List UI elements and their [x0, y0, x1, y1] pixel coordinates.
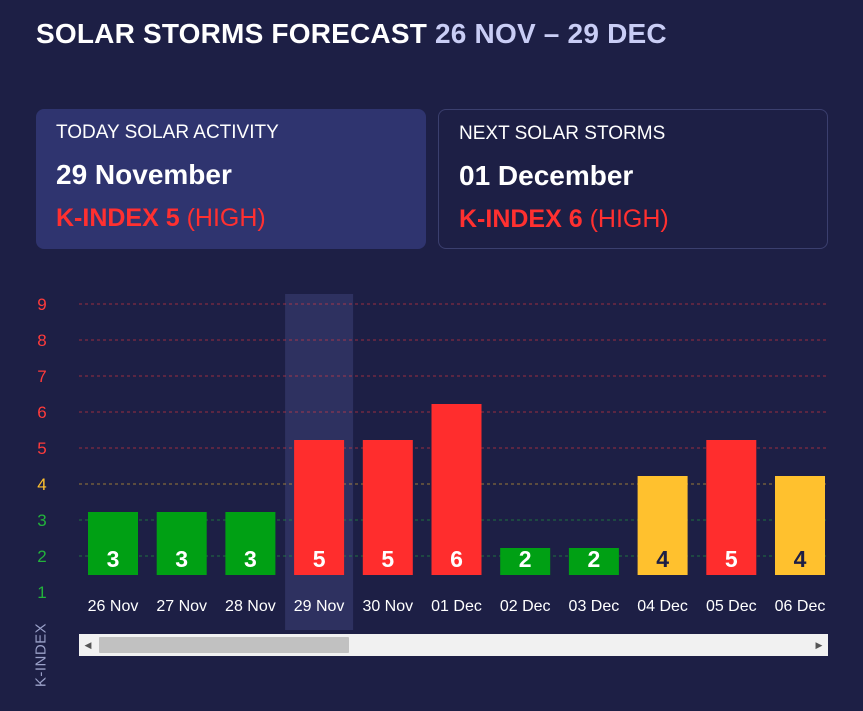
- bar-value-label: 3: [107, 546, 120, 572]
- y-tick-label-1: 1: [37, 583, 46, 602]
- y-tick-label-8: 8: [37, 331, 46, 350]
- bar-30-nov: [362, 440, 413, 575]
- bar-06-dec: [775, 476, 825, 575]
- bar-value-label: 4: [794, 546, 807, 572]
- x-tick-label: 05 Dec: [706, 598, 757, 615]
- chart-horizontal-scrollbar[interactable]: ◀ ▶: [79, 634, 828, 656]
- today-card-date: 29 November: [56, 159, 232, 190]
- page-title: SOLAR STORMS FORECAST 26 NOV – 29 DEC: [36, 18, 667, 50]
- x-tick-label: 01 Dec: [431, 598, 482, 615]
- y-tick-label-9: 9: [37, 295, 46, 314]
- next-card-date: 01 December: [459, 160, 634, 191]
- bar-03-dec: [568, 548, 619, 575]
- x-tick-label: 28 Nov: [225, 598, 276, 615]
- bar-value-label: 2: [519, 546, 532, 572]
- today-card-kindex: K-INDEX 5 (HIGH): [56, 204, 266, 233]
- y-tick-label-6: 6: [37, 403, 46, 422]
- today-card-label: TODAY SOLAR ACTIVITY: [56, 122, 279, 143]
- bar-value-label: 4: [656, 546, 669, 572]
- today-activity-card: TODAY SOLAR ACTIVITY 29 November K-INDEX…: [36, 109, 426, 249]
- bar-value-label: 6: [450, 546, 463, 572]
- title-text: SOLAR STORMS FORECAST: [36, 18, 428, 49]
- bar-value-label: 5: [381, 546, 394, 572]
- x-tick-label: 03 Dec: [569, 598, 620, 615]
- y-tick-label-3: 3: [37, 511, 46, 530]
- kindex-bar-chart: 1 2 3 4 5 6 7 8 9 3 26 Nov 3 27 Nov 3 28 Nov 5 29 Nov 5 30…: [37, 294, 829, 630]
- arrow-right-icon[interactable]: ▶: [815, 640, 823, 650]
- bar-value-label: 5: [725, 546, 738, 572]
- bar-value-label: 5: [313, 546, 326, 572]
- y-axis-title: K-INDEX: [32, 622, 50, 688]
- y-tick-label-2: 2: [37, 547, 46, 566]
- x-tick-label: 04 Dec: [637, 598, 688, 615]
- arrow-left-icon[interactable]: ◀: [84, 640, 92, 650]
- y-tick-label-4: 4: [37, 475, 46, 494]
- x-tick-label: 06 Dec: [775, 598, 826, 615]
- next-kindex-level: (HIGH): [589, 205, 669, 233]
- x-tick-label: 26 Nov: [88, 598, 139, 615]
- next-storms-card: NEXT SOLAR STORMS 01 December K-INDEX 6 …: [438, 109, 828, 249]
- next-card-kindex: K-INDEX 6 (HIGH): [459, 205, 669, 234]
- bar-05-dec: [706, 440, 757, 575]
- title-date-range: 26 NOV – 29 DEC: [435, 18, 667, 49]
- y-tick-label-7: 7: [37, 367, 46, 386]
- y-tick-label-5: 5: [37, 439, 46, 458]
- bar-28-nov: [225, 512, 276, 575]
- next-kindex-value: K-INDEX 6: [459, 205, 583, 233]
- today-kindex-level: (HIGH): [186, 204, 266, 232]
- bar-04-dec: [637, 476, 688, 575]
- bar-26-nov: [88, 512, 138, 575]
- today-kindex-value: K-INDEX 5: [56, 204, 180, 232]
- x-tick-label: 30 Nov: [362, 598, 413, 615]
- x-tick-label: 27 Nov: [156, 598, 207, 615]
- x-tick-label: 02 Dec: [500, 598, 551, 615]
- bar-value-label: 3: [175, 546, 188, 572]
- next-card-label: NEXT SOLAR STORMS: [459, 123, 666, 144]
- x-tick-label: 29 Nov: [294, 598, 345, 615]
- bar-value-label: 3: [244, 546, 257, 572]
- bar-01-dec: [431, 404, 482, 575]
- bar-02-dec: [500, 548, 551, 575]
- bar-value-label: 2: [588, 546, 601, 572]
- scrollbar-thumb[interactable]: [99, 637, 349, 653]
- bar-27-nov: [156, 512, 207, 575]
- bar-29-nov: [294, 440, 345, 575]
